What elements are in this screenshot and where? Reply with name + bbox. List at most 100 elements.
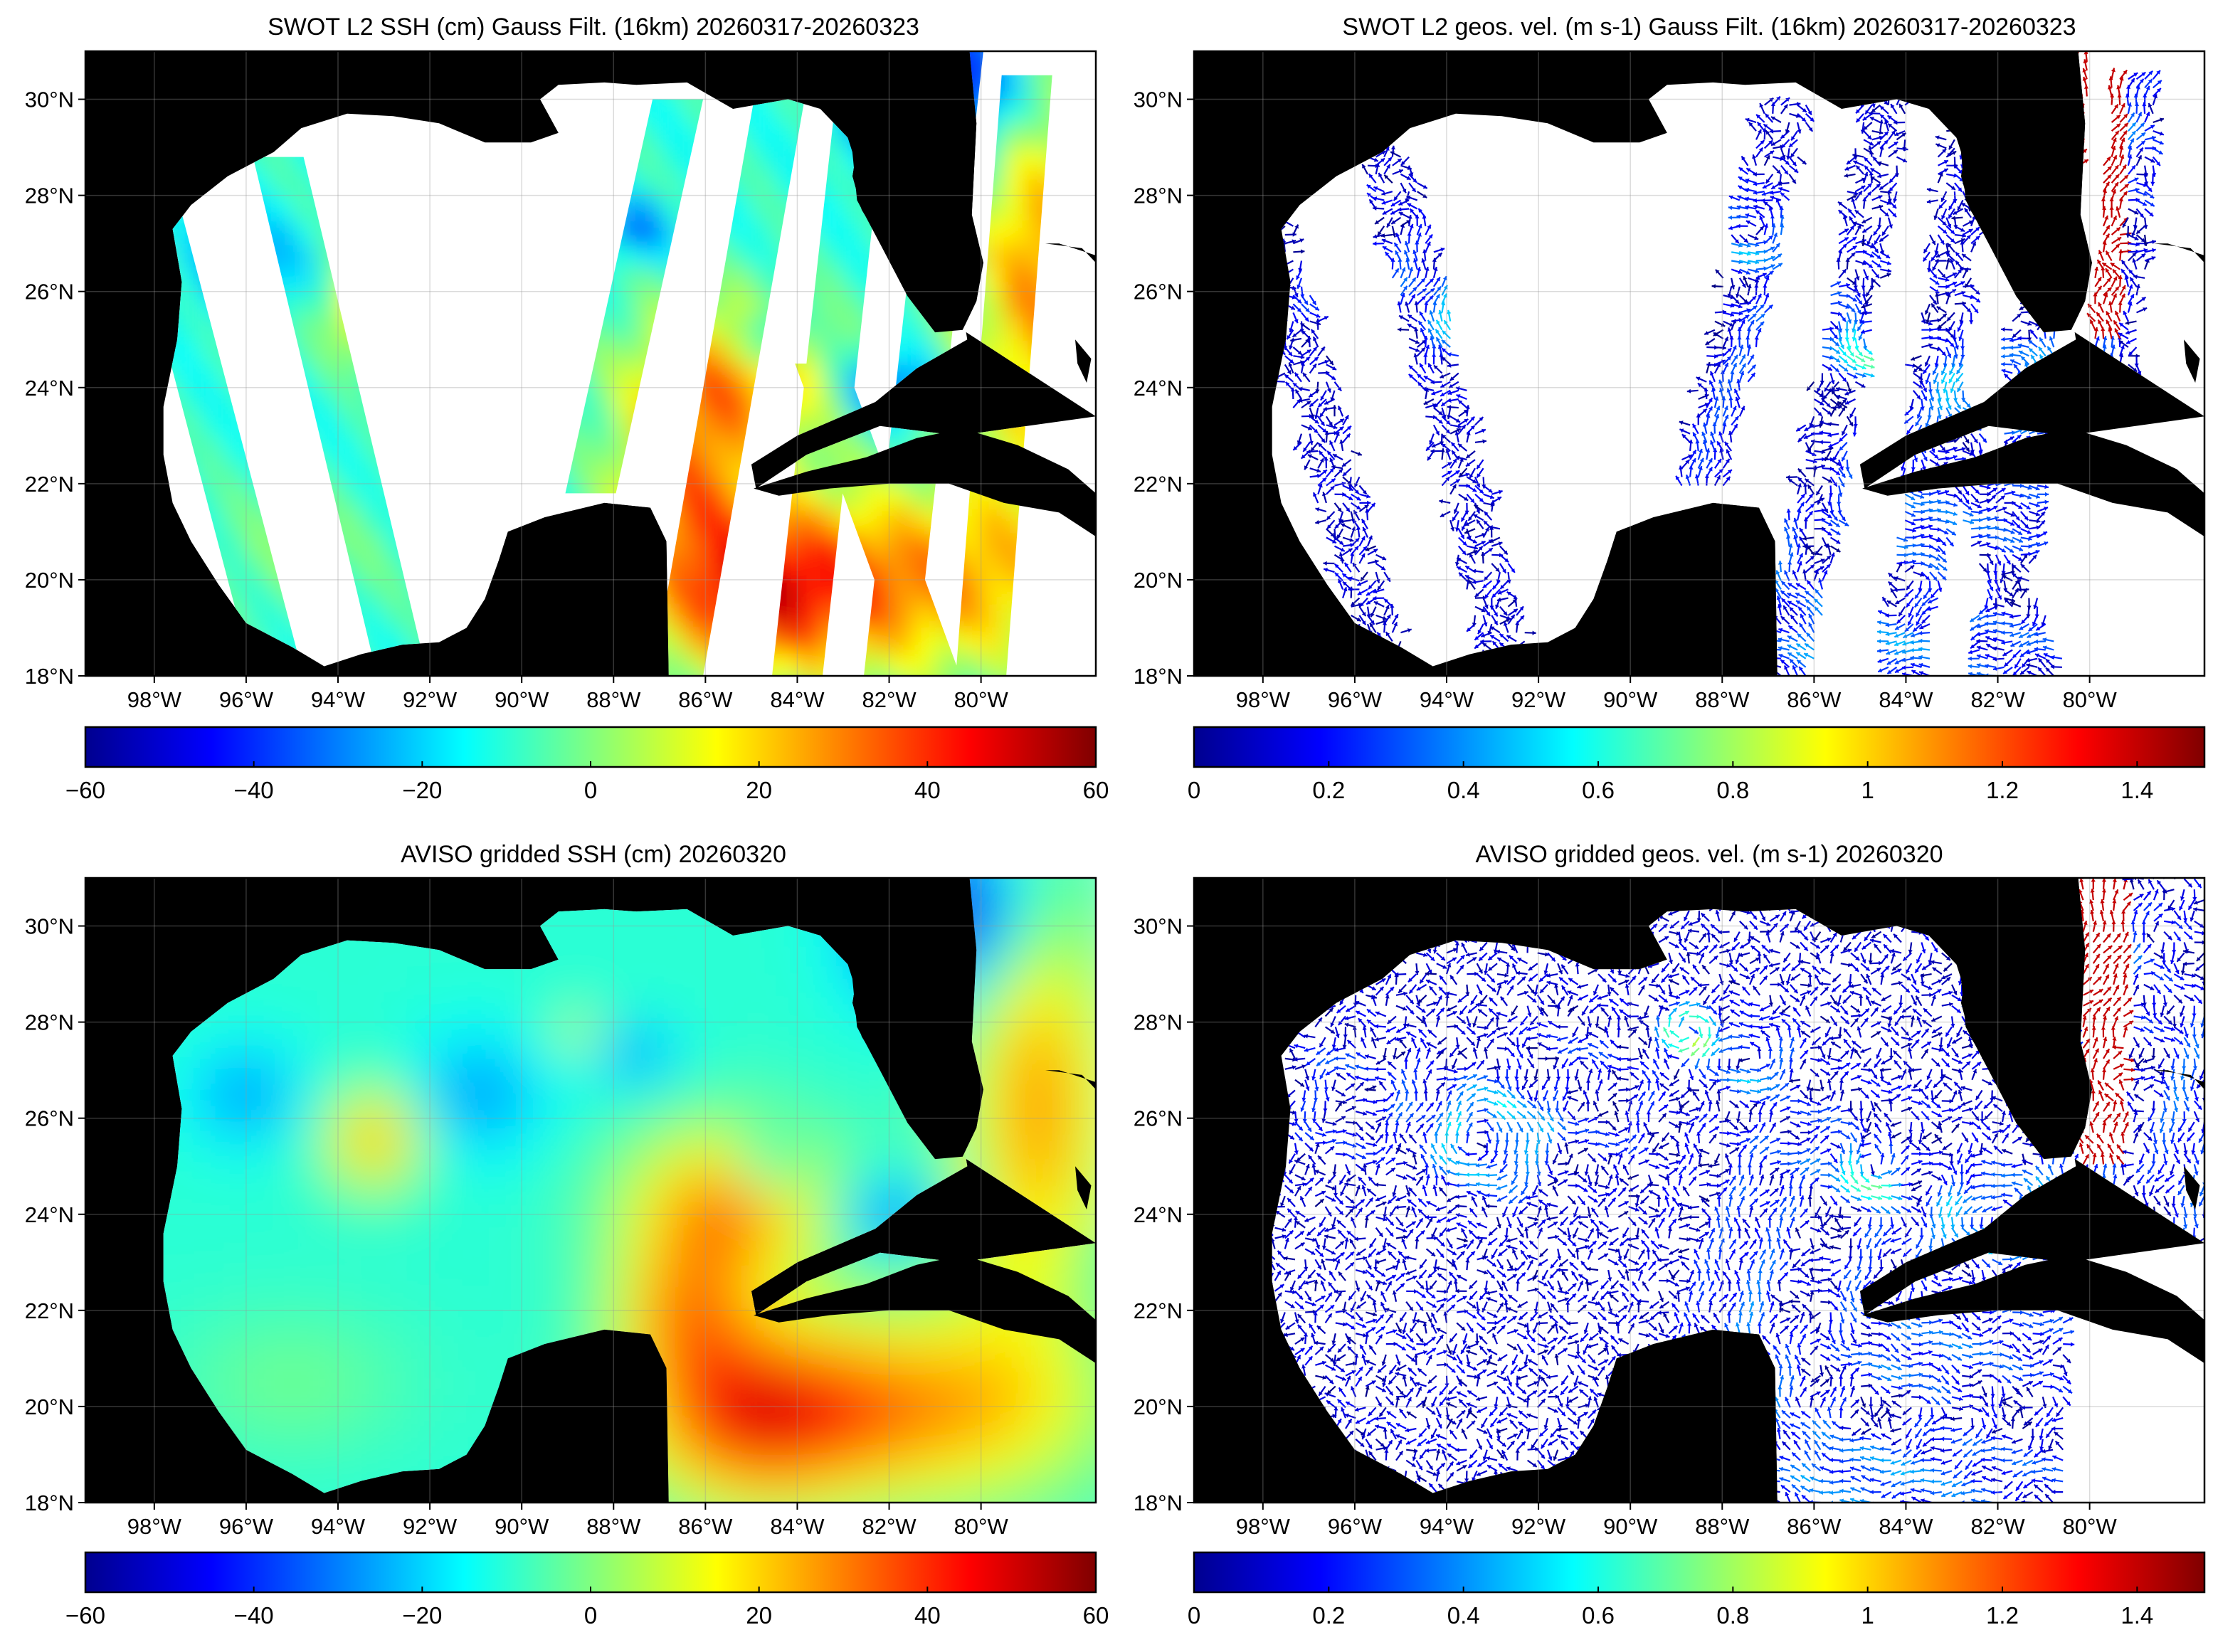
velocity-arrowhead (1723, 406, 1728, 411)
velocity-arrowhead (1858, 300, 1862, 305)
velocity-arrowhead (1844, 166, 1849, 171)
velocity-arrowhead (1935, 135, 1940, 140)
velocity-arrowhead (1391, 220, 1396, 224)
velocity-arrowhead (2011, 677, 2015, 681)
velocity-arrowhead (1977, 654, 1981, 659)
velocity-arrowhead (2009, 436, 2014, 440)
velocity-arrowhead (2017, 336, 2022, 341)
velocity-arrowhead (1370, 503, 1375, 507)
velocity-arrowhead (1841, 517, 1846, 521)
velocity-arrowhead (1879, 135, 1884, 140)
velocity-arrowhead (1793, 517, 1798, 522)
velocity-arrowhead (1736, 293, 1740, 298)
velocity-arrowhead (1422, 184, 1427, 189)
velocity-arrowhead (1708, 467, 1713, 472)
velocity-arrowhead (1388, 157, 1392, 162)
velocity-arrowhead (1759, 226, 1764, 231)
velocity-arrowhead (1304, 465, 1309, 470)
velocity-arrowhead (1309, 403, 1314, 407)
velocity-arrowhead (1348, 576, 1353, 581)
velocity-arrowhead (1997, 595, 2002, 600)
velocity-arrowhead (1380, 566, 1385, 571)
velocity-arrowhead (1792, 179, 1796, 184)
velocity-arrowhead (1953, 281, 1957, 286)
velocity-arrowhead (1344, 415, 1349, 420)
velocity-arrowhead (1753, 190, 1758, 195)
velocity-arrowhead (1305, 339, 1309, 344)
velocity-arrowhead (1765, 276, 1770, 280)
velocity-arrowhead (2042, 531, 2047, 536)
velocity-arrowhead (2001, 621, 2005, 626)
velocity-arrowhead (1792, 162, 1797, 166)
velocity-arrowhead (1724, 363, 1728, 367)
velocity-arrowhead (1467, 628, 1471, 632)
velocity-arrowhead (1945, 489, 1949, 494)
velocity-arrowhead (1930, 397, 1935, 402)
velocity-arrowhead (1985, 636, 1990, 640)
velocity-arrowhead (1400, 293, 1405, 297)
colorbar-tick-label: 60 (1083, 777, 1109, 803)
velocity-arrowhead (1698, 383, 1702, 388)
velocity-arrowhead (1410, 208, 1415, 213)
velocity-arrowhead (1733, 363, 1737, 368)
velocity-arrowhead (1789, 143, 1793, 147)
velocity-arrowhead (1853, 194, 1857, 198)
velocity-arrowhead (1931, 240, 1935, 245)
velocity-arrowhead (1931, 593, 1935, 598)
velocity-arrowhead (1440, 392, 1445, 396)
velocity-arrowhead (1343, 472, 1347, 477)
velocity-arrowhead (1935, 289, 1940, 293)
velocity-arrowhead (1704, 403, 1709, 407)
velocity-arrowhead (1986, 516, 1991, 521)
velocity-arrowhead (1955, 260, 1960, 265)
velocity-arrowhead (1958, 489, 1963, 494)
velocity-arrowhead (1886, 650, 1891, 655)
velocity-arrowhead (1735, 396, 1740, 401)
velocity-arrowhead (1908, 621, 1912, 626)
velocity-arrowhead (1861, 219, 1866, 223)
velocity-arrowhead (1344, 562, 1349, 567)
velocity-arrowhead (1885, 613, 1889, 618)
velocity-arrow (1400, 675, 1405, 676)
velocity-arrowhead (1835, 523, 1840, 527)
lat-tick-label: 24°N (25, 376, 74, 401)
velocity-arrowhead (1301, 249, 1305, 254)
velocity-arrowhead (1486, 611, 1491, 616)
velocity-arrowhead (1868, 263, 1873, 268)
velocity-arrowhead (1786, 155, 1791, 160)
velocity-arrowhead (1429, 310, 1434, 315)
velocity-arrowhead (1844, 521, 1849, 526)
velocity-arrowhead (1309, 393, 1314, 398)
velocity-arrowhead (1397, 301, 1402, 306)
velocity-arrowhead (2017, 578, 2022, 583)
velocity-arrowhead (1461, 517, 1465, 522)
velocity-arrowhead (1968, 656, 1972, 661)
velocity-arrowhead (1988, 595, 1993, 600)
velocity-arrowhead (1374, 559, 1379, 564)
velocity-arrowhead (1390, 202, 1395, 206)
velocity-arrowhead (1839, 438, 1844, 442)
velocity-arrowhead (2020, 670, 2024, 674)
velocity-arrowhead (1721, 322, 1726, 327)
velocity-arrowhead (1796, 427, 1801, 432)
data-field-atlantic (2071, 51, 2165, 417)
velocity-arrowhead (2029, 348, 2034, 353)
velocity-arrowhead (1849, 226, 1854, 231)
velocity-arrowhead (1945, 258, 1950, 263)
velocity-arrowhead (1472, 568, 1477, 573)
velocity-arrowhead (1827, 366, 1832, 371)
velocity-arrowhead (1928, 599, 1933, 604)
velocity-arrowhead (1679, 420, 1684, 425)
velocity-arrowhead (1968, 664, 1972, 669)
velocity-arrowhead (1834, 368, 1839, 372)
velocity-arrowhead (1811, 424, 1815, 429)
velocity-arrowhead (1769, 270, 1774, 275)
velocity-arrowhead (1348, 484, 1353, 489)
velocity-arrowhead (1393, 196, 1398, 201)
velocity-arrowhead (1447, 398, 1452, 403)
velocity-arrowhead (1717, 441, 1721, 446)
velocity-arrowhead (1755, 260, 1760, 265)
velocity-arrowhead (1911, 496, 1916, 500)
velocity-arrowhead (2027, 605, 2032, 610)
velocity-arrowhead (1851, 198, 1856, 202)
